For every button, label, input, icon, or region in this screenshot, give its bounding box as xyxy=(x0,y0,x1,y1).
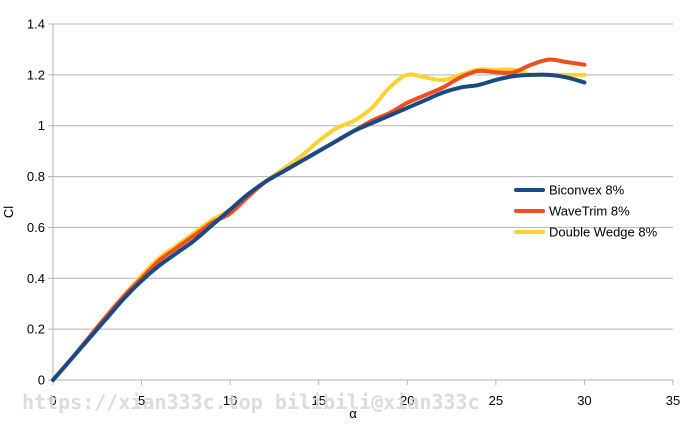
x-tick-label: 5 xyxy=(138,393,145,408)
legend-label: Double Wedge 8% xyxy=(549,225,658,240)
x-tick-label: 10 xyxy=(223,393,237,408)
x-tick-label: 0 xyxy=(49,393,56,408)
legend: Biconvex 8% WaveTrim 8% Double Wedge 8% xyxy=(514,183,658,240)
y-tick-label: 1.4 xyxy=(27,17,45,32)
x-tick-label: 15 xyxy=(311,393,325,408)
x-tick-label: 20 xyxy=(400,393,414,408)
legend-label: Biconvex 8% xyxy=(549,183,625,198)
y-tick-label: 0.6 xyxy=(27,220,45,235)
x-tick-label: 30 xyxy=(577,393,591,408)
tick-labels: 0 0.2 0.4 0.6 0.8 1 1.2 1.4 0 5 10 15 20 25 30 35 xyxy=(27,17,680,409)
grid-lines xyxy=(53,23,673,330)
series-line-wavetrim-8 xyxy=(51,57,587,382)
y-tick-label: 0.2 xyxy=(27,322,45,337)
y-tick-label: 0.4 xyxy=(27,271,45,286)
series-line-biconvex-8 xyxy=(51,72,587,382)
series-line-double-wedge-8 xyxy=(51,67,587,382)
y-axis-label: Cl xyxy=(1,206,16,218)
x-axis-label: α xyxy=(349,406,357,421)
watermark-text: https://xian333c.top bilibili@xian333c xyxy=(22,390,480,414)
y-tick-label: 1.2 xyxy=(27,67,45,82)
x-tick-label: 35 xyxy=(666,393,680,408)
series-lines xyxy=(51,57,587,382)
y-tick-label: 0.8 xyxy=(27,169,45,184)
y-tick-label: 0 xyxy=(38,373,45,388)
y-tick-label: 1 xyxy=(38,118,45,133)
legend-label: WaveTrim 8% xyxy=(549,204,630,219)
axes xyxy=(48,23,674,385)
x-tick-label: 25 xyxy=(489,393,503,408)
